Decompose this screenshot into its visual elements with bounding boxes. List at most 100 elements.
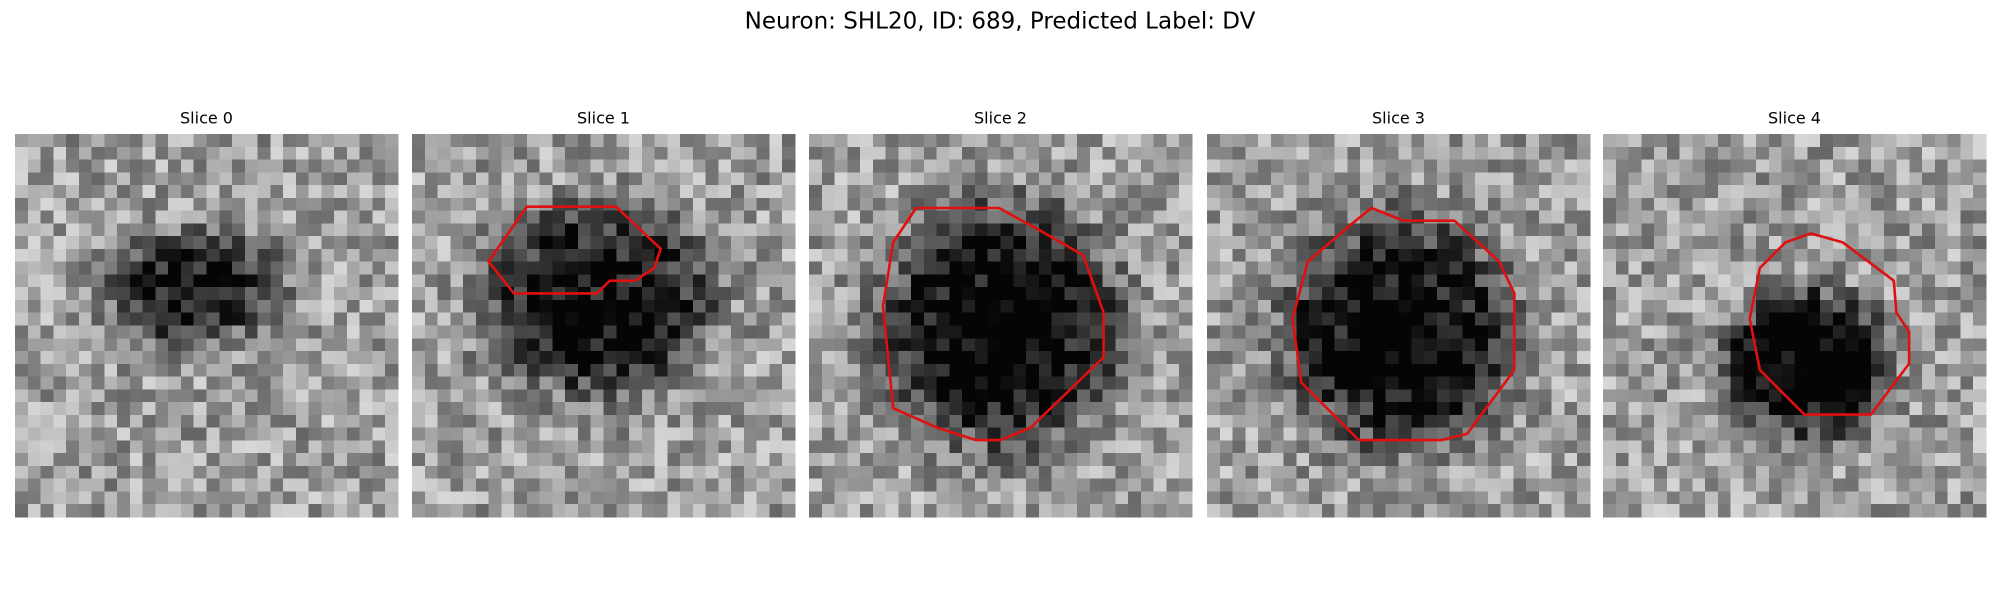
pixel — [1743, 402, 1757, 416]
pixel — [526, 210, 541, 224]
pixel — [552, 185, 566, 199]
pixel — [1424, 312, 1438, 326]
pixel — [769, 236, 783, 250]
pixel — [1000, 363, 1014, 378]
pixel — [860, 491, 874, 505]
pixel — [1883, 338, 1898, 352]
pixel — [1756, 376, 1770, 390]
pixel — [1487, 236, 1502, 250]
pixel — [603, 236, 617, 250]
pixel — [731, 427, 745, 441]
pixel — [27, 172, 42, 186]
pixel — [66, 287, 80, 301]
pixel — [1654, 376, 1668, 390]
pixel — [1398, 504, 1412, 518]
pixel — [1743, 351, 1757, 365]
pixel — [1436, 312, 1451, 326]
pixel — [1102, 172, 1116, 186]
pixel — [731, 159, 745, 173]
pixel — [1526, 312, 1540, 326]
pixel — [450, 363, 464, 378]
pixel — [193, 236, 207, 250]
pixel — [1717, 172, 1732, 186]
pixel — [501, 402, 515, 416]
pixel — [885, 185, 899, 199]
pixel — [718, 287, 732, 301]
pixel — [412, 389, 426, 403]
pixel — [66, 172, 80, 186]
pixel — [911, 236, 925, 250]
pixel — [616, 299, 630, 314]
pixel — [654, 453, 668, 467]
pixel — [539, 210, 553, 224]
pixel — [437, 248, 451, 263]
pixel — [1283, 427, 1297, 441]
pixel — [334, 504, 348, 518]
pixel — [78, 210, 93, 224]
pixel — [1832, 299, 1847, 314]
pixel — [987, 159, 1001, 173]
pixel — [1845, 414, 1859, 429]
pixel — [78, 389, 93, 403]
pixel — [1309, 287, 1323, 301]
pixel — [860, 478, 874, 492]
pixel — [680, 172, 694, 186]
pixel — [692, 223, 707, 237]
pixel — [155, 248, 169, 263]
pixel — [911, 325, 925, 339]
pixel — [180, 134, 195, 148]
pixel — [821, 414, 836, 429]
pixel — [1934, 427, 1949, 441]
pixel — [769, 363, 783, 378]
pixel — [1807, 236, 1821, 250]
pixel — [283, 134, 297, 148]
pixel — [78, 274, 93, 288]
pixel — [270, 376, 284, 390]
pixel — [718, 146, 732, 161]
pixel — [949, 146, 963, 161]
pixel — [295, 274, 310, 288]
pixel — [334, 197, 348, 212]
pixel — [898, 261, 912, 275]
pixel — [1207, 491, 1221, 505]
pixel — [1654, 299, 1668, 314]
pixel — [1077, 465, 1091, 480]
pixel — [1462, 427, 1476, 441]
pixel — [180, 274, 195, 288]
pixel — [1245, 223, 1259, 237]
pixel — [1140, 274, 1155, 288]
pixel — [1628, 465, 1642, 480]
pixel — [244, 159, 259, 173]
pixel — [834, 402, 848, 416]
pixel — [1692, 223, 1706, 237]
pixel — [1258, 287, 1272, 301]
pixel — [1781, 465, 1795, 480]
pixel — [1654, 210, 1668, 224]
pixel — [334, 134, 348, 148]
pixel — [117, 376, 131, 390]
pixel — [847, 427, 861, 441]
pixel — [1947, 274, 1961, 288]
pixel — [923, 134, 938, 148]
pixel — [743, 402, 758, 416]
pixel — [129, 197, 144, 212]
pixel — [385, 312, 399, 326]
pixel — [1717, 312, 1732, 326]
pixel — [1909, 389, 1923, 403]
pixel — [1538, 210, 1553, 224]
pixel — [1654, 389, 1668, 403]
pixel — [1475, 312, 1489, 326]
pixel — [1820, 134, 1834, 148]
pixel — [641, 351, 656, 365]
pixel — [1475, 376, 1489, 390]
pixel — [424, 363, 439, 378]
pixel — [1500, 236, 1514, 250]
pixel — [1564, 414, 1578, 429]
pixel — [514, 223, 528, 237]
pixel — [923, 389, 938, 403]
pixel — [1654, 414, 1668, 429]
pixel — [91, 465, 105, 480]
pixel — [1077, 274, 1091, 288]
pixel — [463, 402, 477, 416]
pixel — [1577, 325, 1591, 339]
